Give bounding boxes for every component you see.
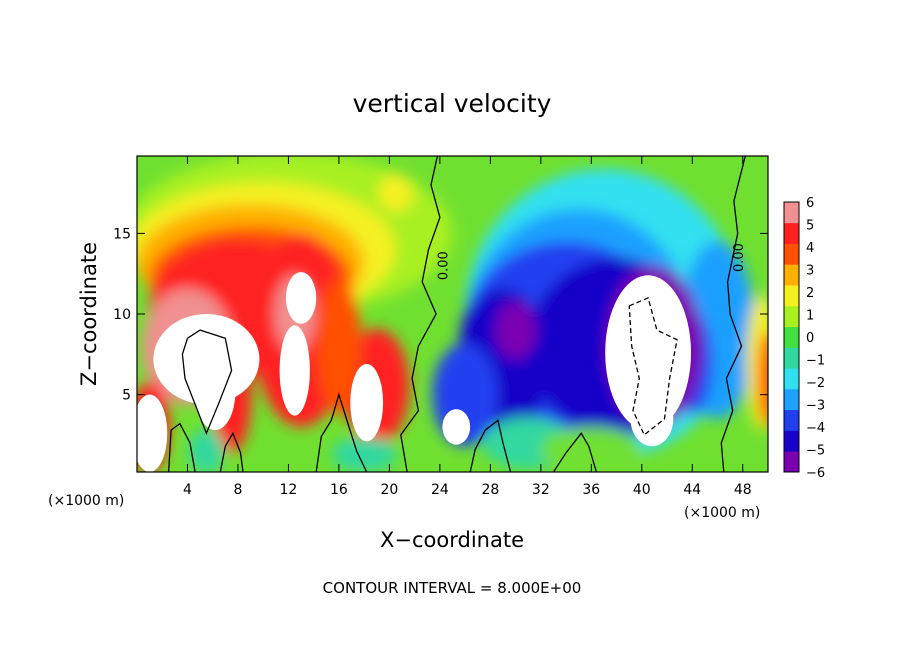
saturated-region-4 [350, 363, 384, 442]
colorbar-label-2: 4 [806, 241, 814, 256]
saturated-region-6 [605, 275, 692, 431]
colorbar-label-8: −2 [806, 376, 825, 391]
contour-label-1: 0.00 [732, 243, 747, 272]
negative-contour [628, 297, 678, 436]
ground-contour-0 [167, 422, 196, 472]
colorbar-label-10: −4 [806, 421, 825, 436]
y-axis-label: Z−coordinate [77, 242, 101, 386]
colorbar-label-12: −6 [806, 466, 825, 481]
colorbar-segment-4 [784, 368, 799, 390]
ground-contour-3 [469, 419, 512, 472]
colorbar-segment-9 [784, 264, 799, 286]
contour-interval-note: CONTOUR INTERVAL = 8.000E+00 [323, 579, 582, 597]
saturated-region-1 [195, 352, 236, 431]
field-region-23 [495, 301, 536, 360]
positive-contour-left [181, 329, 233, 436]
saturated-region-2 [285, 272, 317, 324]
colorbar-label-6: 0 [806, 331, 814, 346]
colorbar-segment-3 [784, 388, 799, 411]
x-tick-label-6: 28 [481, 482, 499, 498]
colorbar-label-3: 3 [806, 264, 814, 279]
y-tick-label-2: 15 [113, 226, 131, 242]
colorbar-label-11: −5 [806, 444, 825, 459]
x-tick-label-7: 32 [532, 482, 550, 498]
x-tick-label-1: 8 [233, 482, 242, 498]
x-tick-label-10: 44 [683, 482, 701, 498]
colorbar-segment-7 [784, 305, 799, 328]
field-region-13 [378, 173, 414, 213]
ground-contour-4 [552, 432, 598, 472]
x-tick-label-8: 36 [582, 482, 600, 498]
saturated-region-8 [442, 409, 471, 445]
colorbar-segment-2 [784, 409, 799, 431]
x-tick-label-5: 24 [431, 482, 449, 498]
colorbar-segment-1 [784, 430, 799, 452]
zero-contour-left [400, 156, 441, 472]
x-unit-right: (×1000 m) [684, 505, 760, 521]
y-tick-label-0: 5 [122, 388, 131, 404]
x-tick-label-4: 20 [380, 482, 398, 498]
field-region-25 [540, 426, 642, 472]
colorbar-label-9: −3 [806, 399, 825, 414]
colorbar-segment-6 [784, 326, 799, 348]
plot-area: 0.00 0.00 [137, 156, 768, 472]
saturated-region-3 [279, 325, 310, 416]
saturated-region-5 [137, 394, 168, 472]
colorbar-segment-11 [784, 222, 799, 244]
ground-contour-1 [219, 431, 244, 472]
colorbar-label-4: 2 [806, 286, 814, 301]
colorbar-segment-0 [784, 451, 799, 473]
colorbar-segment-5 [784, 347, 799, 369]
x-tick-label-3: 16 [330, 482, 348, 498]
ground-contour-2 [315, 392, 368, 472]
colorbar-label-0: 6 [806, 196, 814, 211]
colorbar-segment-8 [784, 285, 799, 307]
x-tick-label-9: 40 [633, 482, 651, 498]
zero-contour-right [720, 156, 746, 472]
colorbar-frame [783, 201, 800, 473]
x-tick-label-11: 48 [734, 482, 752, 498]
x-tick-label-2: 12 [280, 482, 298, 498]
field-region-28 [188, 428, 225, 472]
x-tick-label-0: 4 [183, 482, 192, 498]
x-unit-left: (×1000 m) [48, 493, 124, 509]
colorbar-label-7: −1 [806, 354, 825, 369]
chart-title: vertical velocity [353, 89, 552, 118]
field-region-27 [757, 330, 768, 427]
saturated-region-7 [630, 391, 674, 447]
field-region-29 [331, 436, 397, 472]
y-tick-label-1: 10 [113, 307, 131, 323]
colorbar-segment-10 [784, 243, 799, 265]
colorbar-label-5: 1 [806, 309, 814, 324]
field-region-11 [316, 278, 362, 414]
colorbar-segment-12 [784, 202, 799, 224]
contour-label-0: 0.00 [436, 251, 451, 280]
x-axis-label: X−coordinate [380, 528, 524, 552]
colorbar-label-1: 5 [806, 219, 814, 234]
